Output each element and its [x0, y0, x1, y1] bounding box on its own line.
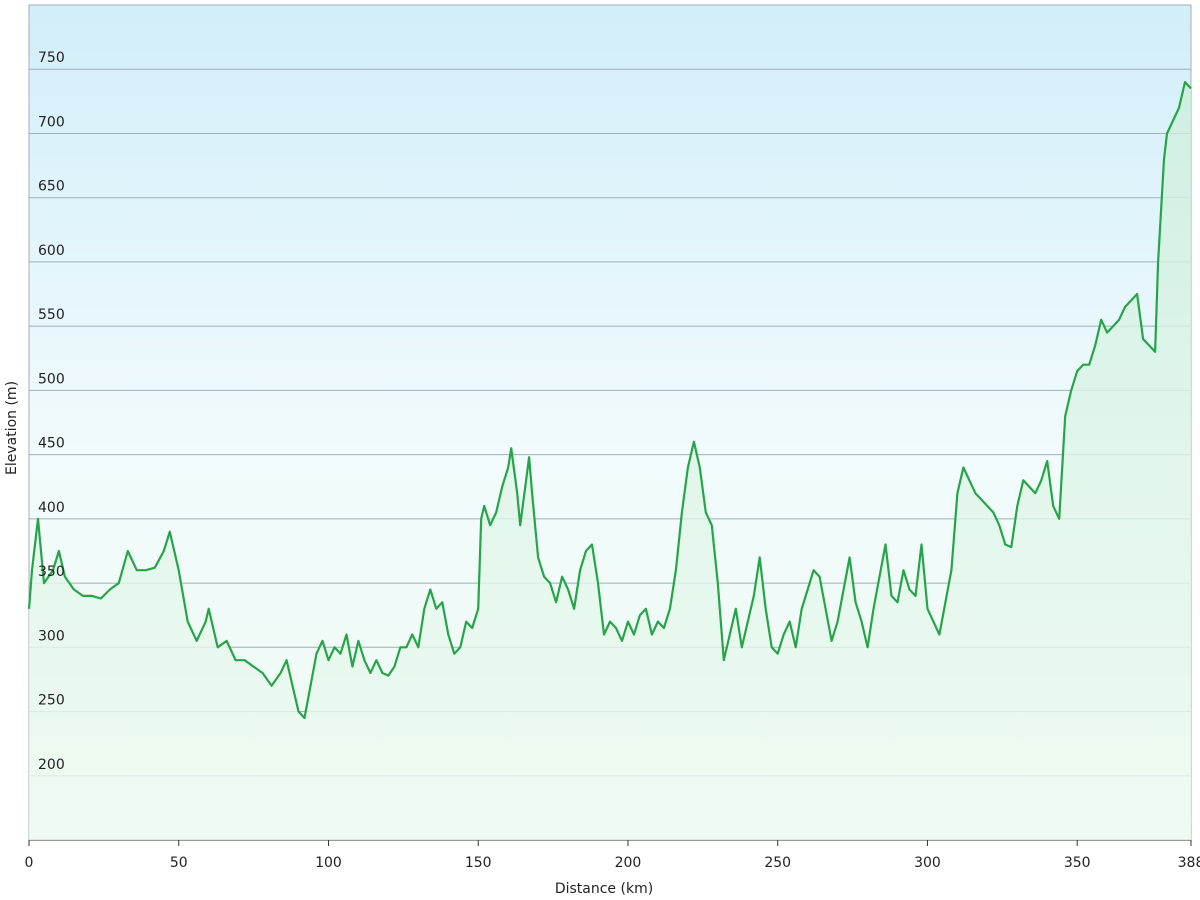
y-tick-label: 350: [38, 564, 65, 580]
y-tick-label: 750: [38, 50, 65, 66]
x-tick-label: 150: [465, 855, 492, 871]
x-tick-label: 100: [315, 855, 342, 871]
y-tick-label: 650: [38, 179, 65, 195]
y-axis-label: Elevation (m): [4, 381, 20, 475]
y-tick-label: 700: [38, 114, 65, 130]
x-tick-label: 250: [764, 855, 791, 871]
x-tick-label: 300: [914, 855, 941, 871]
y-tick-label: 500: [38, 371, 65, 387]
y-tick-label: 450: [38, 436, 65, 452]
y-tick-label: 400: [38, 500, 65, 516]
y-tick-label: 250: [38, 693, 65, 709]
x-tick-label: 200: [615, 855, 642, 871]
y-tick-label: 200: [38, 757, 65, 773]
elevation-line: [27, 81, 1192, 720]
elevation-area: [29, 82, 1191, 841]
x-tick-label: 350: [1064, 855, 1091, 871]
x-tick-label: 0: [25, 855, 34, 871]
x-axis-label: Distance (km): [555, 881, 653, 897]
x-tick-label: 388: [1178, 855, 1200, 871]
y-tick-label: 600: [38, 243, 65, 259]
y-tick-label: 300: [38, 628, 65, 644]
y-tick-label: 550: [38, 307, 65, 323]
x-tick-label: 50: [170, 855, 188, 871]
